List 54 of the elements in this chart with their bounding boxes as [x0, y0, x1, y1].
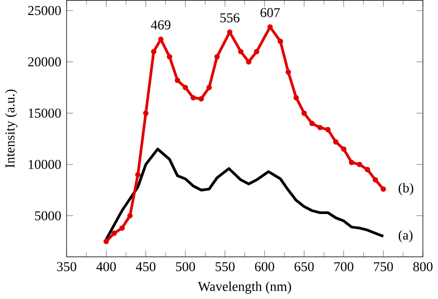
y-tick-label: 15000 — [28, 108, 61, 118]
point — [294, 95, 299, 101]
point — [198, 96, 204, 102]
point — [333, 139, 338, 145]
point — [254, 49, 260, 54]
point — [317, 124, 323, 130]
x-tick-label: 800 — [413, 262, 432, 272]
x-tick-label: 600 — [255, 262, 274, 272]
x-tick-label: 500 — [176, 262, 195, 272]
point — [174, 78, 180, 84]
y-tick-label: 10000 — [28, 160, 61, 170]
y-tick-label: 25000 — [28, 6, 61, 16]
point — [111, 230, 117, 236]
y-tick-label: 20000 — [28, 57, 61, 67]
point — [278, 38, 284, 44]
point — [206, 84, 212, 90]
point — [119, 225, 125, 231]
point — [380, 186, 386, 192]
point — [127, 213, 133, 219]
point — [151, 49, 156, 54]
point — [143, 110, 148, 116]
annotation: 469 — [150, 20, 170, 30]
annotation: 556 — [220, 13, 240, 22]
point — [182, 84, 188, 90]
x-axis-title: Wavelength (nm) — [198, 282, 292, 294]
point — [325, 126, 331, 132]
y-tick-label: 5000 — [35, 211, 61, 220]
x-tick-label: 550 — [216, 262, 235, 272]
x-tick-label: 750 — [374, 262, 393, 272]
x-tick-label: 350 — [57, 262, 76, 272]
series-label: (b) — [398, 183, 414, 196]
point — [356, 162, 362, 168]
point — [286, 70, 291, 75]
x-tick-label: 450 — [136, 262, 156, 272]
legend-label: (a) — [398, 230, 412, 242]
y-axis-title: Intensity (a.u.) — [5, 90, 18, 168]
point — [214, 54, 220, 60]
point — [372, 177, 378, 183]
point — [267, 24, 273, 30]
annotation: 607 — [260, 8, 280, 18]
point — [135, 172, 141, 178]
point — [364, 166, 370, 172]
x-tick-label: 650 — [294, 262, 314, 272]
point — [166, 54, 172, 60]
point — [301, 110, 307, 116]
point — [341, 146, 346, 152]
x-tick-label: 700 — [334, 262, 354, 272]
point — [190, 95, 196, 101]
point — [238, 49, 244, 54]
point — [309, 120, 315, 126]
point — [348, 160, 354, 166]
point — [246, 59, 252, 65]
x-tick-label: 400 — [96, 262, 116, 272]
point — [104, 238, 109, 244]
